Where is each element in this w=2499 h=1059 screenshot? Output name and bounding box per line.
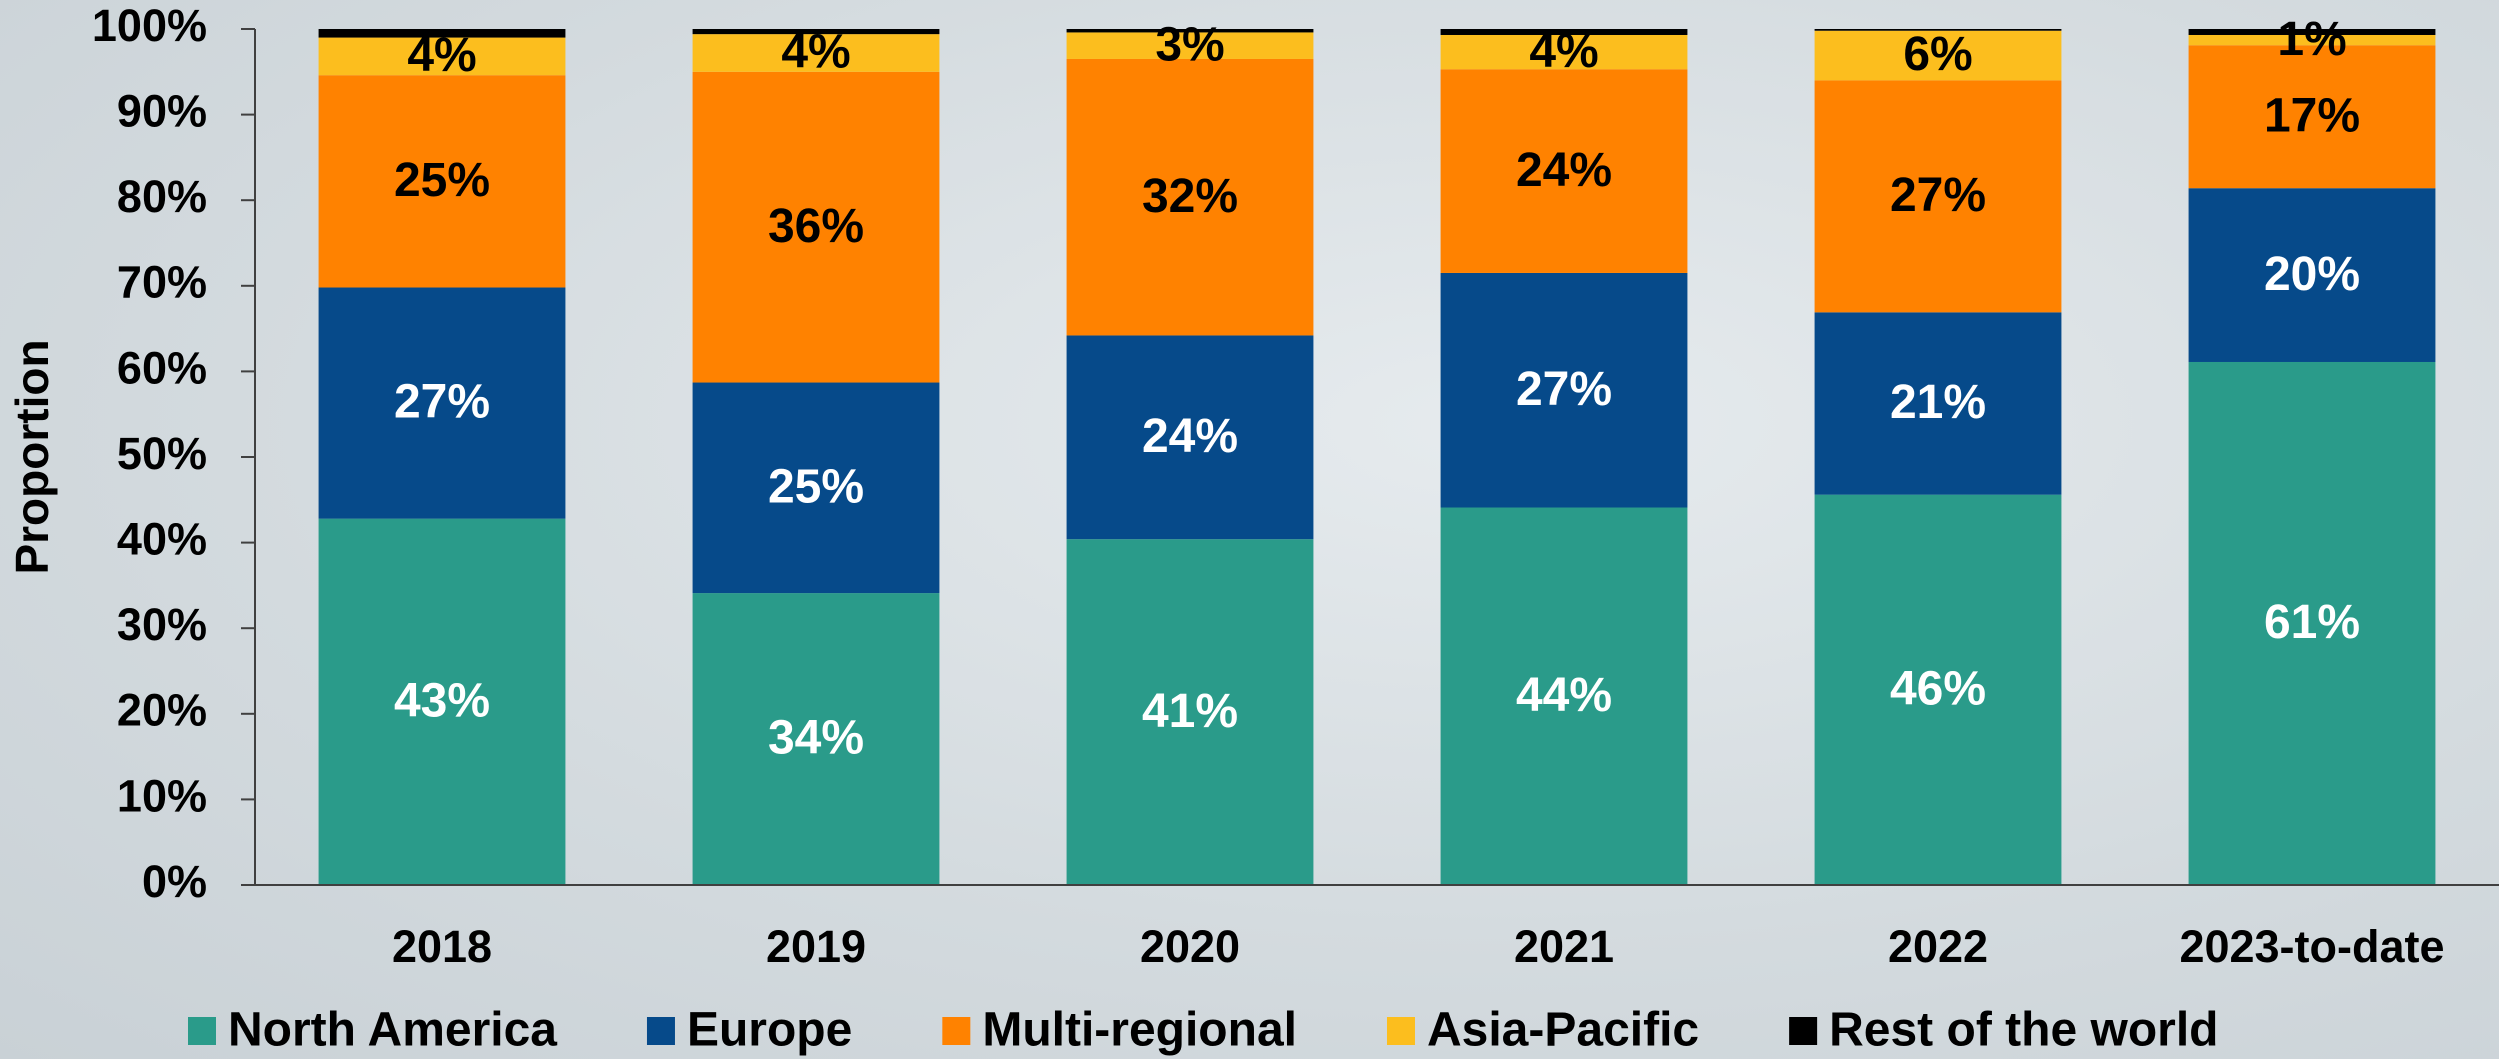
bar-segment	[692, 593, 940, 885]
data-label: 1%	[2277, 13, 2346, 66]
bar-segment	[692, 71, 940, 383]
y-tick-label: 100%	[92, 0, 207, 51]
bar-segment	[2188, 188, 2436, 362]
data-label: 6%	[1903, 28, 1972, 81]
y-tick-label: 70%	[117, 257, 207, 308]
data-label: 61%	[2264, 596, 2360, 649]
bar-segment	[692, 34, 940, 72]
data-label: 34%	[768, 712, 864, 765]
data-label: 25%	[394, 154, 490, 207]
bar-segment	[2188, 29, 2436, 35]
bar-segment	[1440, 272, 1688, 508]
x-tick-label: 2021	[1514, 921, 1614, 972]
data-label: 43%	[394, 674, 490, 727]
data-label: 24%	[1142, 410, 1238, 463]
y-tick-label: 30%	[117, 599, 207, 650]
data-label: 17%	[2264, 89, 2360, 142]
bar-segment	[318, 518, 566, 885]
data-label: 20%	[2264, 248, 2360, 301]
bar-segment	[1066, 539, 1314, 885]
bar-segment	[318, 29, 566, 38]
y-tick-label: 10%	[117, 770, 207, 821]
x-tick-label: 2020	[1140, 921, 1240, 972]
bar-segment	[1814, 312, 2062, 495]
bar-segment	[2188, 361, 2436, 885]
data-label: 25%	[768, 460, 864, 513]
bar-segment	[1814, 30, 2062, 81]
bar-segment	[1066, 58, 1314, 336]
legend-label: Europe	[687, 1004, 852, 1057]
x-tick-label: 2019	[766, 921, 866, 972]
data-label: 36%	[768, 200, 864, 253]
bar-segment	[1814, 80, 2062, 313]
data-label: 41%	[1142, 685, 1238, 738]
legend-label: Asia-Pacific	[1427, 1004, 1699, 1057]
data-label: 27%	[1890, 169, 1986, 222]
bar-segment	[692, 382, 940, 594]
legend-swatch	[646, 1017, 675, 1045]
y-axis-label: Proportion	[6, 339, 58, 574]
bar-segment	[2188, 45, 2436, 189]
legend-swatch	[188, 1017, 216, 1045]
bar-segment	[1066, 32, 1314, 59]
data-label: 4%	[407, 29, 476, 82]
x-tick-label: 2018	[392, 921, 492, 972]
legend-label: North America	[228, 1004, 557, 1057]
bar-segment	[2188, 34, 2436, 46]
legend-swatch	[1386, 1017, 1415, 1045]
bar-segment	[318, 287, 566, 519]
y-tick-label: 20%	[117, 685, 207, 736]
legend-swatch	[1789, 1017, 1818, 1045]
legend-label: Rest of the world	[1829, 1004, 2218, 1057]
legend-swatch	[942, 1017, 971, 1045]
data-label: 44%	[1516, 669, 1612, 722]
data-label: 32%	[1142, 170, 1238, 223]
bar-segment	[1066, 335, 1314, 540]
x-tick-label: 2023-to-date	[2179, 921, 2444, 972]
bar-segment	[1440, 69, 1688, 273]
bar-segment	[1814, 494, 2062, 885]
bar-segment	[692, 29, 940, 35]
y-tick-label: 0%	[142, 856, 207, 907]
bar-segment	[1440, 29, 1688, 35]
data-label: 46%	[1890, 663, 1986, 716]
data-label: 4%	[781, 26, 850, 79]
x-tick-label: 2022	[1888, 921, 1988, 972]
data-label: 27%	[1516, 363, 1612, 416]
y-tick-label: 80%	[117, 171, 207, 222]
data-label: 3%	[1155, 18, 1224, 71]
bar-segment	[318, 37, 566, 76]
y-tick-label: 90%	[117, 85, 207, 136]
legend-label: Multi-regional	[982, 1004, 1297, 1057]
data-label: 21%	[1890, 376, 1986, 429]
data-label: 27%	[394, 376, 490, 429]
data-label: 24%	[1516, 144, 1612, 197]
bar-segment	[1440, 34, 1688, 70]
y-tick-label: 50%	[117, 428, 207, 479]
y-tick-label: 40%	[117, 513, 207, 564]
bar-segment	[318, 75, 566, 288]
bar-segment	[1440, 507, 1688, 885]
bar-segment	[1066, 29, 1314, 33]
y-tick-label: 60%	[117, 342, 207, 393]
bar-segment	[1814, 29, 2062, 31]
